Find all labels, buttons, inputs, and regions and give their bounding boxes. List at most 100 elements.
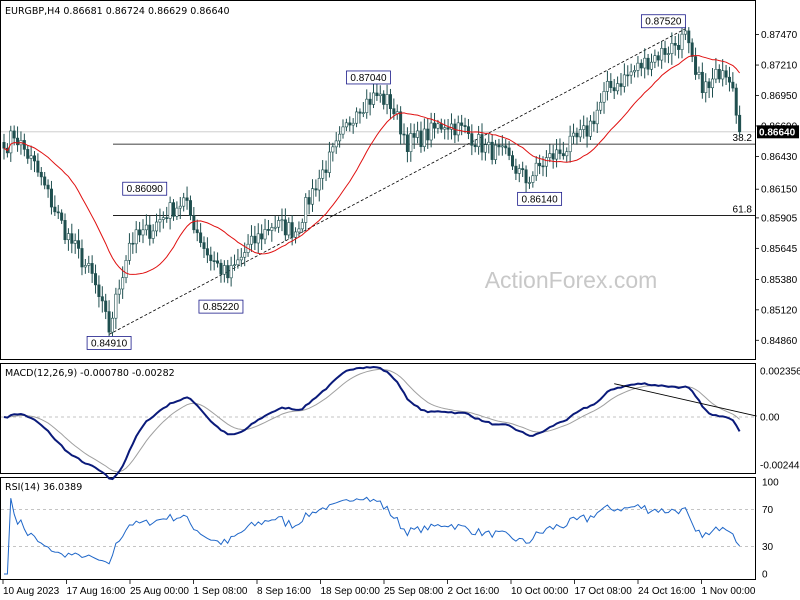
candle-body — [358, 111, 362, 114]
macd-y-tick-label: -0.002442 — [760, 460, 800, 471]
candle-body — [277, 220, 281, 228]
candle-body — [97, 284, 101, 297]
candle-body — [127, 242, 131, 261]
candle-body — [9, 130, 13, 154]
candle-body — [334, 140, 338, 148]
candle-body — [531, 175, 535, 183]
candle-body — [541, 165, 545, 168]
price-annotation: 0.87520 — [640, 14, 686, 29]
fib-level-label: 38.2 — [733, 133, 753, 144]
candle-body — [405, 134, 409, 152]
price-layer: 38.2 61.8 0.84910 0.85220 0.86090 0.87040 0.86… — [1, 14, 755, 350]
candle-body — [422, 128, 426, 147]
candle-body — [178, 205, 182, 209]
candle-body — [280, 219, 284, 222]
price-annotation-label: 0.87040 — [350, 73, 387, 84]
candle-body — [60, 212, 64, 221]
candle-body — [626, 74, 630, 77]
candle-body — [670, 43, 674, 54]
candle-body — [680, 33, 684, 50]
candle-body — [392, 108, 396, 115]
candle-body — [714, 68, 718, 80]
candle-body — [490, 141, 494, 160]
price-annotation-box — [198, 299, 244, 314]
candle-body — [368, 98, 372, 105]
candle-body — [439, 123, 443, 130]
candle-body — [375, 92, 379, 96]
candle-body — [494, 144, 498, 160]
chart-symbol-label: EURGBP,H4 0.86681 0.86724 0.86629 0.8664… — [5, 6, 230, 17]
candle-body — [26, 149, 30, 159]
candle-body — [94, 273, 98, 286]
candle-body — [46, 184, 50, 190]
candle-body — [29, 155, 33, 159]
candle-body — [314, 188, 318, 191]
candle-body — [582, 125, 586, 130]
candle-body — [477, 134, 481, 148]
candle-body — [727, 76, 731, 83]
x-tick-label: 18 Sep 00:00 — [321, 586, 381, 597]
x-tick-label: 2 Oct 16:00 — [448, 586, 500, 597]
candle-body — [22, 140, 26, 150]
candle-body — [182, 197, 186, 207]
last-price-box — [757, 125, 799, 139]
candle-body — [527, 182, 531, 184]
fib-level-label: 61.8 — [733, 205, 753, 216]
macd-signal-line — [3, 368, 740, 473]
candle-body — [711, 78, 715, 89]
price-y-tick-label: 0.85645 — [761, 244, 798, 255]
macd-label: MACD(12,26,9) -0.000780 -0.00282 — [5, 368, 175, 379]
candle-body — [327, 151, 331, 173]
candle-body — [443, 127, 447, 130]
price-annotation-box — [86, 336, 132, 350]
candle-body — [351, 122, 355, 126]
candle-body — [470, 133, 474, 146]
candle-body — [568, 135, 572, 153]
candle-body — [270, 227, 274, 231]
candle-body — [100, 296, 104, 302]
price-y-tick-label: 0.87210 — [761, 61, 798, 72]
candle-body — [283, 219, 287, 236]
candle-body — [321, 169, 325, 179]
candle-body — [588, 120, 592, 137]
price-panel — [0, 0, 756, 360]
candle-body — [446, 127, 450, 130]
candle-body — [666, 53, 670, 55]
candle-body — [229, 265, 233, 279]
candle-body — [609, 80, 613, 88]
price-y-tick-label: 0.84860 — [761, 336, 798, 347]
candle-body — [510, 155, 514, 167]
candle-body — [310, 188, 314, 205]
candle-body — [355, 111, 359, 124]
candle-body — [199, 232, 203, 243]
candle-body — [107, 311, 111, 333]
candle-body — [266, 229, 270, 231]
candle-body — [80, 248, 84, 268]
candle-body — [619, 83, 623, 87]
candle-body — [660, 48, 664, 61]
candle-body — [175, 207, 179, 217]
candle-body — [372, 92, 376, 105]
rsi-label: RSI(14) 36.0389 — [5, 482, 82, 493]
candle-body — [36, 160, 40, 173]
candle-body — [260, 233, 264, 240]
candle-body — [677, 44, 681, 50]
moving-average-line — [3, 55, 740, 275]
candle-body — [605, 80, 609, 92]
candle-body — [433, 122, 437, 129]
candle-body — [704, 81, 708, 93]
candle-body — [429, 122, 433, 141]
candle-body — [700, 71, 704, 93]
candle-body — [63, 220, 67, 241]
candle-body — [456, 122, 460, 136]
x-tick-label: 17 Oct 08:00 — [575, 586, 633, 597]
candle-body — [165, 217, 169, 219]
candle-body — [161, 217, 165, 220]
candle-body — [416, 130, 420, 138]
candle-body — [548, 153, 552, 158]
candle-body — [104, 300, 108, 312]
candle-body — [538, 162, 542, 167]
candle-body — [158, 219, 162, 223]
candle-body — [687, 30, 691, 44]
x-tick-label: 10 Oct 00:00 — [511, 586, 569, 597]
